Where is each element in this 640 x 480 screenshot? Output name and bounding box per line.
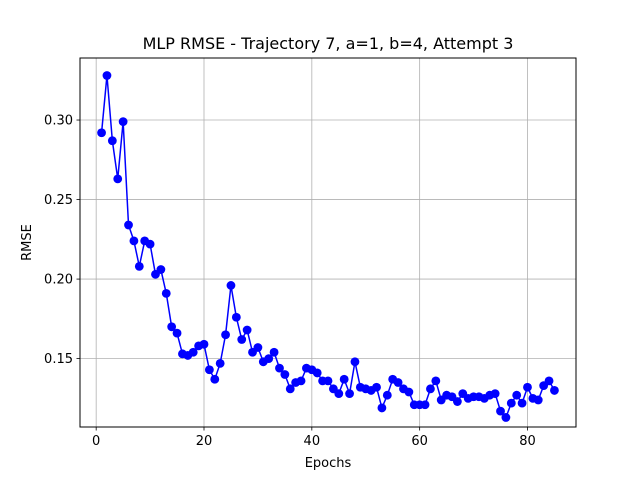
- data-series: [97, 71, 559, 422]
- data-point: [102, 71, 112, 80]
- data-point: [161, 288, 171, 298]
- chart-title: MLP RMSE - Trajectory 7, a=1, b=4, Attem…: [143, 34, 514, 53]
- data-point: [377, 403, 387, 413]
- data-point: [496, 406, 505, 416]
- data-point: [210, 374, 220, 384]
- data-point: [226, 281, 236, 290]
- data-point: [501, 413, 511, 422]
- axes-frame: [79, 57, 577, 428]
- data-point: [339, 374, 349, 384]
- y-tick-label: 0.15: [44, 352, 73, 367]
- data-point: [334, 389, 344, 398]
- x-tick-label: 20: [196, 434, 213, 449]
- data-point: [420, 400, 430, 410]
- data-point: [404, 387, 414, 397]
- data-point: [312, 368, 322, 378]
- data-point: [523, 382, 532, 392]
- data-point: [533, 395, 543, 405]
- data-point: [242, 325, 252, 335]
- data-point: [269, 347, 279, 357]
- grid-lines: [80, 58, 576, 427]
- data-point: [323, 376, 333, 386]
- data-point: [167, 322, 177, 332]
- data-point: [372, 382, 381, 392]
- data-point: [512, 390, 522, 400]
- data-point: [431, 376, 441, 386]
- data-point: [237, 335, 247, 344]
- data-point: [124, 220, 133, 230]
- data-point: [393, 378, 403, 387]
- axis-ticks: 0 20 40 60 80 0.15 0.20 0.25 0.30: [44, 114, 536, 449]
- data-point: [382, 390, 392, 400]
- data-point: [264, 354, 274, 364]
- data-point: [506, 398, 516, 408]
- data-point: [156, 265, 166, 274]
- data-point: [490, 389, 500, 398]
- data-point: [221, 330, 230, 340]
- y-tick-label: 0.20: [44, 273, 73, 288]
- data-point: [426, 384, 435, 394]
- x-tick-label: 0: [92, 434, 100, 449]
- data-point: [113, 174, 123, 184]
- data-point: [253, 343, 263, 352]
- x-tick-label: 60: [411, 434, 428, 449]
- data-point: [204, 365, 214, 375]
- data-point: [118, 117, 128, 127]
- data-point: [275, 363, 284, 373]
- y-tick-label: 0.25: [44, 193, 73, 208]
- data-point: [215, 358, 225, 368]
- y-axis-label: RMSE: [20, 224, 35, 261]
- data-point: [550, 386, 559, 395]
- data-point: [517, 398, 527, 408]
- data-point: [129, 236, 139, 246]
- data-point: [350, 357, 360, 367]
- data-point: [280, 370, 290, 379]
- data-point: [97, 128, 106, 138]
- data-point: [145, 239, 155, 249]
- data-point: [107, 136, 117, 146]
- data-point: [296, 376, 306, 386]
- data-point: [544, 376, 554, 386]
- x-tick-label: 40: [304, 434, 321, 449]
- data-point: [452, 397, 462, 406]
- data-point: [199, 339, 209, 349]
- x-tick-label: 80: [519, 434, 536, 449]
- data-point: [345, 389, 354, 398]
- data-point: [285, 384, 295, 394]
- y-tick-label: 0.30: [44, 114, 73, 129]
- data-point: [134, 261, 144, 271]
- data-point: [231, 312, 241, 322]
- x-axis-label: Epochs: [305, 456, 352, 471]
- data-point: [172, 328, 182, 338]
- data-point: [188, 347, 198, 357]
